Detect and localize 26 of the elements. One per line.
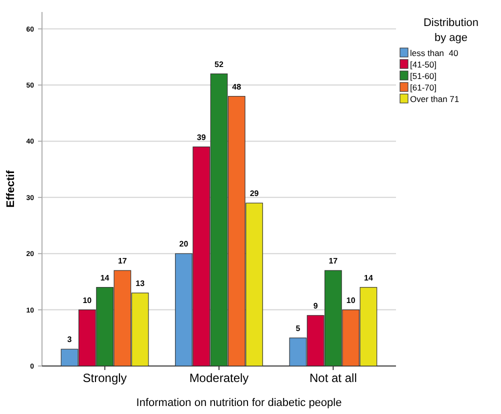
legend-label: less than 40 [410, 48, 458, 58]
data-label: 17 [328, 256, 338, 266]
legend-title: Distribution by age [423, 17, 479, 44]
x-tick-label: Moderately [189, 371, 249, 385]
data-label: 52 [214, 60, 224, 69]
data-label: 48 [232, 82, 242, 92]
data-label: 5 [296, 324, 301, 333]
data-label: 39 [196, 132, 206, 142]
data-label: 17 [118, 256, 128, 266]
data-label: 14 [100, 273, 110, 282]
legend-label: Over than 71 [410, 94, 460, 104]
data-label: 10 [82, 296, 92, 305]
x-tick-label: Strongly [82, 371, 127, 385]
data-label: 10 [346, 296, 356, 305]
x-axis-title: Information on nutrition for diabetic people [136, 397, 342, 409]
legend-label: [51-60] [410, 71, 436, 81]
data-label: 29 [250, 189, 260, 198]
legend-label: [41-50] [410, 60, 436, 70]
y-axis-title: Effectif [5, 170, 17, 208]
data-label: 20 [179, 240, 189, 249]
data-label: 9 [313, 301, 318, 310]
data-label: 14 [364, 273, 374, 282]
data-label: 13 [136, 278, 146, 288]
data-label: 3 [67, 335, 72, 344]
x-tick-label: Not at all [310, 371, 357, 385]
legend-label: [61-70] [410, 82, 436, 92]
